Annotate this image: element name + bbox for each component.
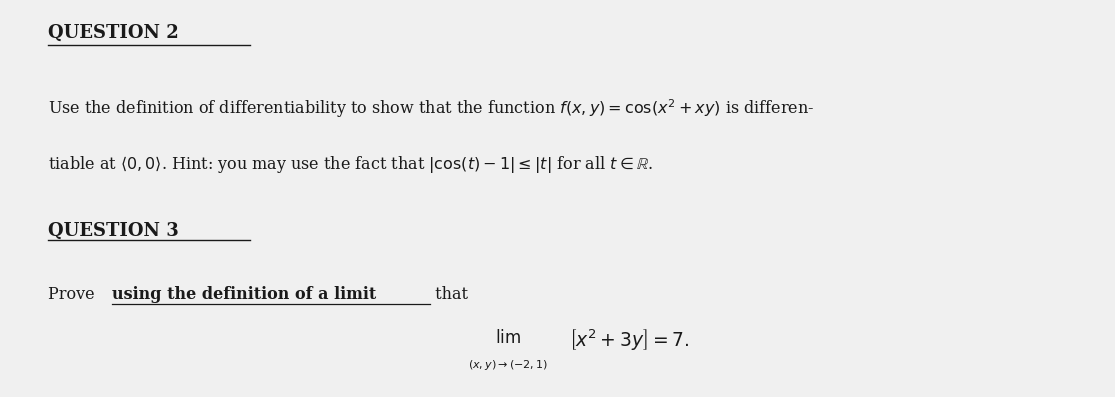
Text: QUESTION 3: QUESTION 3 [48,222,180,240]
Text: tiable at $\langle 0, 0 \rangle$. Hint: you may use the fact that $|\cos(t) - 1|: tiable at $\langle 0, 0 \rangle$. Hint: … [48,154,653,175]
Text: Use the definition of differentiability to show that the function $f(x, y) = \co: Use the definition of differentiability … [48,97,815,120]
Text: $\left[x^2 + 3y\right] = 7.$: $\left[x^2 + 3y\right] = 7.$ [569,328,689,353]
Text: that: that [430,286,468,303]
Text: $\mathrm{lim}$: $\mathrm{lim}$ [495,329,521,347]
Text: using the definition of a limit: using the definition of a limit [112,286,376,303]
Text: $(x,y)\to(-2,1)$: $(x,y)\to(-2,1)$ [467,358,547,372]
Text: QUESTION 2: QUESTION 2 [48,23,180,42]
Text: Prove: Prove [48,286,100,303]
